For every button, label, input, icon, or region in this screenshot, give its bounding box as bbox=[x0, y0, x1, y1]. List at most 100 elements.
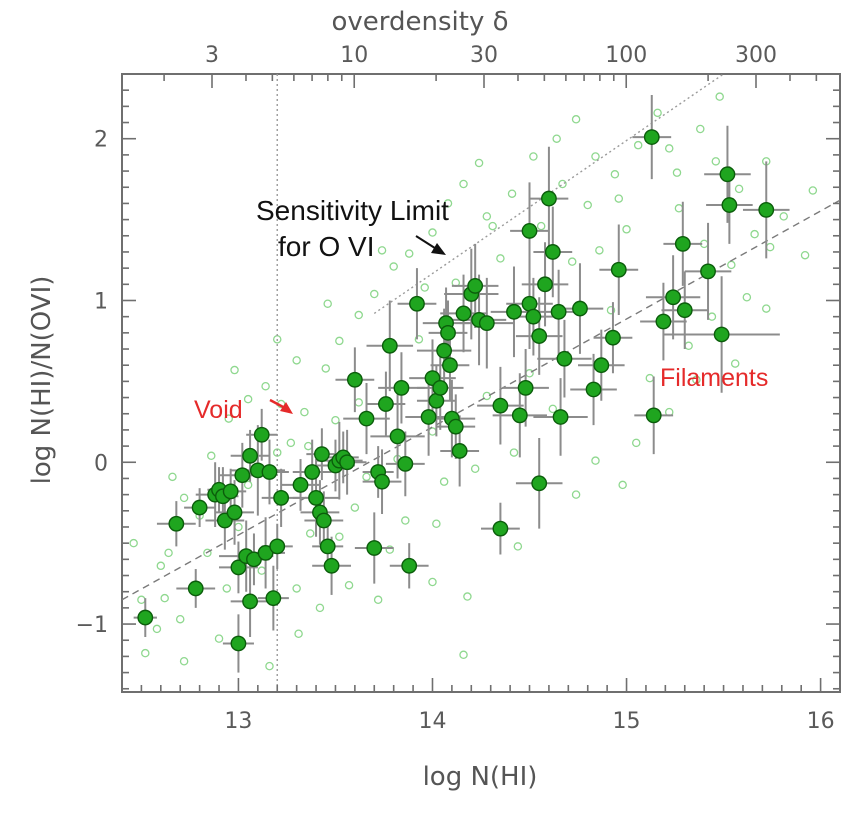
simulation-point bbox=[443, 199, 453, 208]
x-tick-label: 15 bbox=[613, 709, 641, 734]
simulation-point bbox=[645, 373, 655, 383]
simulation-point bbox=[567, 257, 577, 266]
simulation-point bbox=[459, 650, 468, 660]
observation-point bbox=[420, 409, 437, 425]
observation-point bbox=[447, 418, 464, 435]
observation-point bbox=[572, 300, 588, 317]
observation-point bbox=[550, 303, 567, 320]
simulation-point bbox=[672, 168, 682, 177]
simulation-point bbox=[344, 580, 354, 590]
simulation-point bbox=[401, 516, 410, 525]
observation-point bbox=[455, 305, 472, 322]
observation-point bbox=[226, 504, 243, 521]
simulation-point bbox=[243, 394, 253, 404]
simulation-point bbox=[513, 542, 523, 551]
simulation-point bbox=[207, 451, 216, 461]
observation-point bbox=[585, 381, 602, 398]
annotation-void: Void bbox=[194, 396, 243, 424]
observation-point bbox=[436, 342, 453, 359]
simulation-point bbox=[323, 299, 332, 308]
observation-point bbox=[304, 464, 321, 480]
simulation-point bbox=[459, 179, 468, 189]
observation-point bbox=[593, 357, 610, 374]
observation-point bbox=[230, 559, 247, 576]
simulation-point bbox=[335, 336, 344, 346]
simulation-point bbox=[808, 186, 818, 195]
observation-point bbox=[521, 295, 538, 312]
simulation-point bbox=[606, 305, 616, 315]
data-points-layer bbox=[137, 129, 775, 652]
observation-point bbox=[187, 580, 204, 597]
simulation-point bbox=[742, 293, 752, 302]
plot-frame bbox=[121, 73, 841, 693]
simulation-point bbox=[164, 548, 173, 558]
simulation-point bbox=[160, 593, 169, 603]
simulation-point bbox=[175, 614, 185, 624]
simulation-point bbox=[692, 375, 701, 385]
void-arrow-head bbox=[280, 402, 293, 414]
simulation-point bbox=[730, 359, 740, 368]
observation-point bbox=[378, 396, 394, 412]
annotation-filaments: Filaments bbox=[660, 364, 768, 392]
simulation-point bbox=[152, 624, 162, 634]
observation-point bbox=[758, 201, 775, 218]
y-tick-label: −1 bbox=[76, 613, 108, 638]
observation-point bbox=[537, 276, 553, 293]
observation-point bbox=[478, 315, 495, 332]
sensitivity-arrow-head bbox=[431, 243, 446, 255]
observation-point bbox=[719, 166, 736, 183]
y-tick-label: 2 bbox=[94, 128, 108, 153]
simulation-point bbox=[595, 246, 604, 255]
observation-point bbox=[676, 302, 693, 319]
simulation-point bbox=[664, 144, 674, 153]
observation-point bbox=[323, 557, 340, 574]
simulation-point bbox=[335, 532, 344, 541]
simulation-point bbox=[631, 438, 641, 448]
observation-point bbox=[374, 473, 390, 490]
observation-point bbox=[544, 244, 561, 260]
x-tick-label: 14 bbox=[418, 709, 446, 734]
top-tick-label: 3 bbox=[205, 43, 219, 68]
observation-point bbox=[665, 289, 682, 306]
observation-point bbox=[269, 538, 286, 555]
simulation-point bbox=[300, 407, 309, 417]
simulation-point bbox=[765, 242, 775, 252]
simulation-point bbox=[482, 212, 492, 221]
simulation-point bbox=[428, 577, 437, 587]
observation-point bbox=[265, 590, 282, 607]
simulation-point bbox=[230, 365, 239, 375]
simulation-point bbox=[684, 341, 693, 351]
simulation-point bbox=[711, 157, 721, 166]
top-tick-label: 30 bbox=[470, 43, 498, 68]
observation-point bbox=[393, 379, 410, 396]
observation-point bbox=[531, 328, 548, 344]
simulation-point bbox=[294, 629, 303, 639]
simulation-point bbox=[331, 415, 340, 425]
ticks-layer: 13 14 15 16 −1 0 1 2 3 10 30 100 300 bbox=[76, 43, 840, 734]
simulation-point bbox=[482, 391, 492, 401]
simulation-point bbox=[428, 228, 437, 237]
simulation-point bbox=[633, 140, 643, 150]
simulation-point bbox=[715, 92, 724, 101]
simulation-point bbox=[614, 194, 624, 203]
simulation-point bbox=[571, 490, 581, 499]
observation-point bbox=[261, 464, 278, 480]
simulation-point bbox=[488, 221, 497, 231]
simulation-point bbox=[509, 448, 519, 457]
top-tick-label: 10 bbox=[340, 43, 368, 68]
x-axis-label: log N(HI) bbox=[423, 762, 538, 792]
observation-point bbox=[319, 538, 336, 555]
observation-point bbox=[440, 324, 456, 341]
simulation-point bbox=[474, 158, 484, 168]
simulation-point bbox=[420, 283, 429, 292]
void-arrow-shaft bbox=[269, 398, 286, 410]
observation-point bbox=[234, 467, 251, 484]
simulation-point bbox=[272, 448, 282, 457]
observation-point bbox=[308, 489, 324, 506]
annotation-sensitivity-limit-line2: for O VI bbox=[278, 231, 374, 262]
simulation-point bbox=[385, 545, 395, 554]
simulation-point bbox=[304, 441, 313, 451]
simulation-point bbox=[432, 519, 441, 528]
y-tick-label: 1 bbox=[94, 289, 108, 314]
simulation-point bbox=[292, 356, 301, 365]
